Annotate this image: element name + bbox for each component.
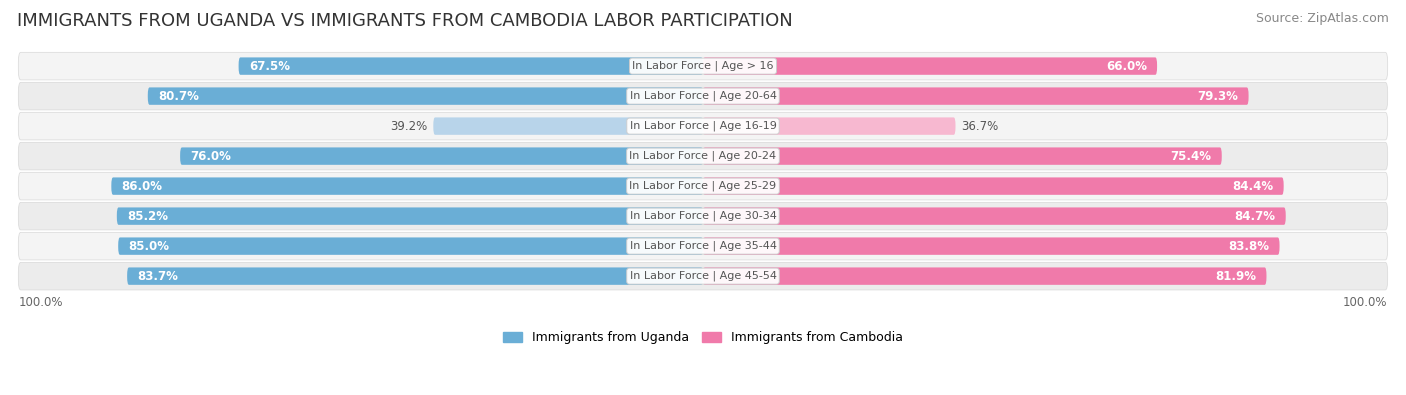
Text: 86.0%: 86.0% — [122, 180, 163, 193]
FancyBboxPatch shape — [18, 172, 1388, 200]
FancyBboxPatch shape — [117, 207, 703, 225]
Text: 100.0%: 100.0% — [1343, 295, 1388, 308]
Legend: Immigrants from Uganda, Immigrants from Cambodia: Immigrants from Uganda, Immigrants from … — [503, 331, 903, 344]
FancyBboxPatch shape — [18, 82, 1388, 110]
Text: 85.0%: 85.0% — [128, 240, 170, 253]
Text: 84.4%: 84.4% — [1232, 180, 1274, 193]
Text: 66.0%: 66.0% — [1105, 60, 1147, 73]
Text: 76.0%: 76.0% — [190, 150, 232, 163]
FancyBboxPatch shape — [148, 87, 703, 105]
FancyBboxPatch shape — [18, 202, 1388, 230]
FancyBboxPatch shape — [703, 207, 1285, 225]
Text: Source: ZipAtlas.com: Source: ZipAtlas.com — [1256, 12, 1389, 25]
Text: 85.2%: 85.2% — [127, 210, 169, 223]
FancyBboxPatch shape — [111, 177, 703, 195]
FancyBboxPatch shape — [703, 117, 956, 135]
Text: IMMIGRANTS FROM UGANDA VS IMMIGRANTS FROM CAMBODIA LABOR PARTICIPATION: IMMIGRANTS FROM UGANDA VS IMMIGRANTS FRO… — [17, 12, 793, 30]
Text: 84.7%: 84.7% — [1234, 210, 1275, 223]
Text: In Labor Force | Age 25-29: In Labor Force | Age 25-29 — [630, 181, 776, 191]
Text: In Labor Force | Age 35-44: In Labor Force | Age 35-44 — [630, 241, 776, 251]
FancyBboxPatch shape — [18, 52, 1388, 80]
Text: In Labor Force | Age > 16: In Labor Force | Age > 16 — [633, 61, 773, 71]
Text: In Labor Force | Age 16-19: In Labor Force | Age 16-19 — [630, 121, 776, 132]
FancyBboxPatch shape — [18, 112, 1388, 140]
FancyBboxPatch shape — [703, 177, 1284, 195]
Text: In Labor Force | Age 20-24: In Labor Force | Age 20-24 — [630, 151, 776, 162]
Text: 81.9%: 81.9% — [1215, 270, 1256, 283]
Text: In Labor Force | Age 20-64: In Labor Force | Age 20-64 — [630, 91, 776, 102]
FancyBboxPatch shape — [18, 262, 1388, 290]
FancyBboxPatch shape — [703, 147, 1222, 165]
FancyBboxPatch shape — [703, 57, 1157, 75]
FancyBboxPatch shape — [703, 237, 1279, 255]
FancyBboxPatch shape — [703, 87, 1249, 105]
Text: 83.7%: 83.7% — [138, 270, 179, 283]
Text: In Labor Force | Age 45-54: In Labor Force | Age 45-54 — [630, 271, 776, 281]
Text: 79.3%: 79.3% — [1198, 90, 1239, 103]
Text: 100.0%: 100.0% — [18, 295, 63, 308]
Text: 39.2%: 39.2% — [391, 120, 427, 133]
Text: 75.4%: 75.4% — [1170, 150, 1212, 163]
FancyBboxPatch shape — [18, 232, 1388, 260]
Text: 36.7%: 36.7% — [960, 120, 998, 133]
FancyBboxPatch shape — [127, 267, 703, 285]
Text: In Labor Force | Age 30-34: In Labor Force | Age 30-34 — [630, 211, 776, 221]
Text: 67.5%: 67.5% — [249, 60, 290, 73]
FancyBboxPatch shape — [18, 142, 1388, 170]
FancyBboxPatch shape — [118, 237, 703, 255]
Text: 83.8%: 83.8% — [1229, 240, 1270, 253]
Text: 80.7%: 80.7% — [157, 90, 200, 103]
FancyBboxPatch shape — [703, 267, 1267, 285]
FancyBboxPatch shape — [180, 147, 703, 165]
FancyBboxPatch shape — [433, 117, 703, 135]
FancyBboxPatch shape — [239, 57, 703, 75]
